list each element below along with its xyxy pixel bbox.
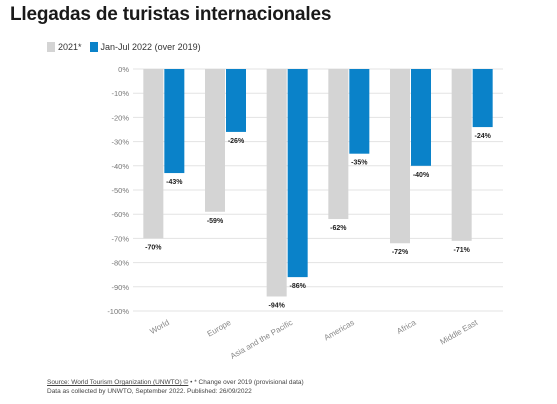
y-tick-label: -60% xyxy=(111,210,129,219)
bar[interactable] xyxy=(411,69,431,166)
y-tick-label: 0% xyxy=(118,65,129,74)
y-tick-label: -20% xyxy=(111,113,129,122)
footer-note: • * Change over 2019 (provisional data) xyxy=(188,379,304,386)
data-label: -72% xyxy=(392,249,409,256)
chart-title: Llegadas de turistas internacionales xyxy=(10,4,332,25)
x-tick-label: World xyxy=(148,318,170,336)
bar[interactable] xyxy=(451,69,472,241)
legend-label-2022: Jan-Jul 2022 (over 2019) xyxy=(100,42,201,52)
data-label: -62% xyxy=(330,225,347,232)
x-tick-label: Africa xyxy=(395,318,418,336)
legend-label-2021: 2021* xyxy=(58,42,82,52)
legend-item-2021[interactable]: 2021* xyxy=(47,42,82,52)
data-label: -70% xyxy=(145,244,162,251)
data-label: -86% xyxy=(289,283,306,290)
data-label: -71% xyxy=(453,247,470,254)
footer-published: Data as collected by UNWTO, September 20… xyxy=(47,388,252,395)
y-tick-label: -80% xyxy=(111,259,129,268)
x-tick-label: Americas xyxy=(322,318,355,342)
data-label: -24% xyxy=(474,133,491,140)
bar[interactable] xyxy=(226,69,246,132)
y-tick-label: -10% xyxy=(111,89,129,98)
legend-swatch-2021 xyxy=(47,42,55,52)
x-tick-label: Europe xyxy=(206,318,233,339)
y-tick-label: -90% xyxy=(111,283,129,292)
y-tick-label: -70% xyxy=(111,234,129,243)
x-tick-label: Middle East xyxy=(438,318,479,347)
bar[interactable] xyxy=(143,69,164,239)
y-tick-label: -50% xyxy=(111,186,129,195)
x-tick-label: Asia and the Pacific xyxy=(229,318,294,361)
data-label: -43% xyxy=(166,179,183,186)
legend: 2021* Jan-Jul 2022 (over 2019) xyxy=(47,42,209,52)
y-tick-label: -40% xyxy=(111,162,129,171)
bar[interactable] xyxy=(390,69,410,244)
data-label: -94% xyxy=(268,302,285,309)
footer: Source: World Tourism Organization (UNWT… xyxy=(47,378,304,396)
source-link[interactable]: Source: World Tourism Organization (UNWT… xyxy=(47,379,189,386)
bar[interactable] xyxy=(349,69,370,154)
bar[interactable] xyxy=(472,69,493,128)
y-tick-label: -100% xyxy=(107,307,129,316)
bar[interactable] xyxy=(266,69,287,297)
y-tick-label: -30% xyxy=(111,138,129,147)
bar[interactable] xyxy=(205,69,225,212)
data-label: -35% xyxy=(351,160,368,167)
legend-item-2022[interactable]: Jan-Jul 2022 (over 2019) xyxy=(89,42,201,52)
data-label: -59% xyxy=(207,218,224,225)
data-label: -40% xyxy=(413,172,430,179)
legend-swatch-2022 xyxy=(89,42,98,52)
data-label: -26% xyxy=(228,138,245,145)
bar[interactable] xyxy=(328,69,349,220)
bar[interactable] xyxy=(287,69,308,278)
bar[interactable] xyxy=(164,69,185,174)
